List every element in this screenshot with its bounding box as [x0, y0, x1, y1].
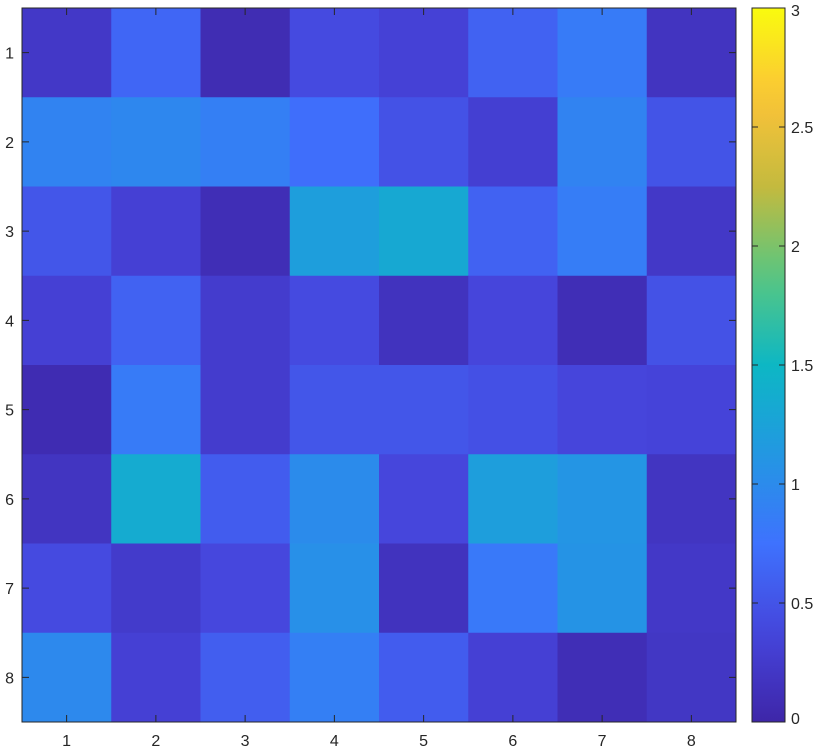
heatmap-cell	[200, 97, 291, 187]
heatmap-cell	[646, 275, 737, 366]
heatmap-cell	[200, 454, 291, 544]
y-tick-label: 6	[5, 492, 14, 509]
plot-frame	[21, 7, 737, 723]
heatmap-cell	[111, 8, 201, 98]
heatmap-cell	[22, 8, 112, 98]
heatmap-cell	[379, 97, 469, 187]
heatmap-cell	[379, 454, 469, 544]
x-tick-label: 3	[241, 733, 250, 750]
heatmap-cell	[111, 454, 201, 544]
heatmap-cell	[22, 275, 112, 366]
heatmap-cell	[646, 8, 737, 98]
heatmap-cell	[22, 454, 112, 544]
heatmap-cell	[468, 454, 558, 544]
y-axis: 1 2 3 4 5 6 7 8	[5, 46, 736, 687]
heatmap-cell	[468, 632, 558, 723]
y-tick-label: 5	[5, 403, 14, 420]
y-tick-label: 4	[5, 313, 14, 330]
heatmap-cell	[557, 186, 648, 277]
heatmap-cell	[22, 186, 112, 277]
heatmap-cell	[22, 543, 112, 634]
heatmap-cell	[289, 8, 380, 98]
heatmap-cell	[22, 97, 112, 187]
heatmap-cell	[289, 543, 380, 634]
heatmap-cell	[468, 186, 558, 277]
heatmap-cell	[289, 186, 380, 277]
heatmap-cell	[646, 454, 737, 544]
colorbar-tick-label: 2.5	[791, 120, 813, 137]
heatmap-cell	[111, 365, 201, 455]
x-tick-label: 5	[419, 733, 428, 750]
x-tick-label: 6	[508, 733, 517, 750]
heatmap-cell	[646, 97, 737, 187]
heatmap-cell	[379, 186, 469, 277]
y-tick-label: 1	[5, 46, 14, 63]
y-tick-label: 3	[5, 224, 14, 241]
heatmap-cell	[646, 365, 737, 455]
heatmap-cell	[289, 97, 380, 187]
heatmap-cell	[557, 365, 648, 455]
heatmap-cell	[379, 543, 469, 634]
heatmap-cell	[200, 365, 291, 455]
heatmap-cell	[557, 97, 648, 187]
colorbar-tick-label: 2	[791, 239, 800, 256]
x-axis: 1 2 3 4 5 6 7 8	[62, 8, 696, 750]
heatmap-cell	[557, 632, 648, 723]
colorbar-tick-label: 1	[791, 477, 800, 494]
x-tick-label: 4	[330, 733, 339, 750]
heatmap-cell	[557, 454, 648, 544]
heatmap-cell	[289, 275, 380, 366]
heatmap-cell	[289, 454, 380, 544]
heatmap-cell	[200, 632, 291, 723]
colorbar-tick-label: 0	[791, 711, 800, 728]
colorbar-tick-label: 1.5	[791, 358, 813, 375]
heatmap-cell	[468, 275, 558, 366]
y-tick-label: 7	[5, 581, 14, 598]
heatmap-cell	[289, 632, 380, 723]
x-tick-label: 7	[598, 733, 607, 750]
x-tick-label: 1	[62, 733, 71, 750]
heatmap-cell	[557, 275, 648, 366]
heatmap-cell	[111, 97, 201, 187]
heatmap-cell	[200, 8, 291, 98]
heatmap-cell	[289, 365, 380, 455]
heatmap-cell	[468, 97, 558, 187]
heatmap-cell	[379, 275, 469, 366]
heatmap-cell	[646, 632, 737, 723]
heatmap-cell	[646, 186, 737, 277]
colorbar-tick-label: 0.5	[791, 596, 813, 613]
heatmap-cell	[468, 365, 558, 455]
heatmap-cell	[468, 8, 558, 98]
y-tick-label: 2	[5, 135, 14, 152]
heatmap-cell	[200, 186, 291, 277]
colorbar-tick-label: 3	[791, 3, 800, 20]
heatmap-cell	[22, 632, 112, 723]
x-tick-label: 2	[151, 733, 160, 750]
heatmap-cell	[111, 186, 201, 277]
heatmap-cell	[111, 632, 201, 723]
heatmap-cell	[111, 543, 201, 634]
heatmap-cell	[557, 543, 648, 634]
heatmap-cell	[200, 543, 291, 634]
heatmap-cell	[557, 8, 648, 98]
heatmap-cell	[468, 543, 558, 634]
heatmap-cell	[379, 632, 469, 723]
colorbar-axis: 0 0.5 1 1.5 2 2.5 3	[752, 3, 813, 728]
heatmap-cell	[646, 543, 737, 634]
y-tick-label: 8	[5, 670, 14, 687]
heatmap-cell	[22, 365, 112, 455]
x-tick-label: 8	[687, 733, 696, 750]
heatmap-cell	[379, 8, 469, 98]
heatmap-cell	[379, 365, 469, 455]
heatmap-cell	[111, 275, 201, 366]
heatmap-cell	[200, 275, 291, 366]
heatmap-cells	[22, 8, 737, 723]
